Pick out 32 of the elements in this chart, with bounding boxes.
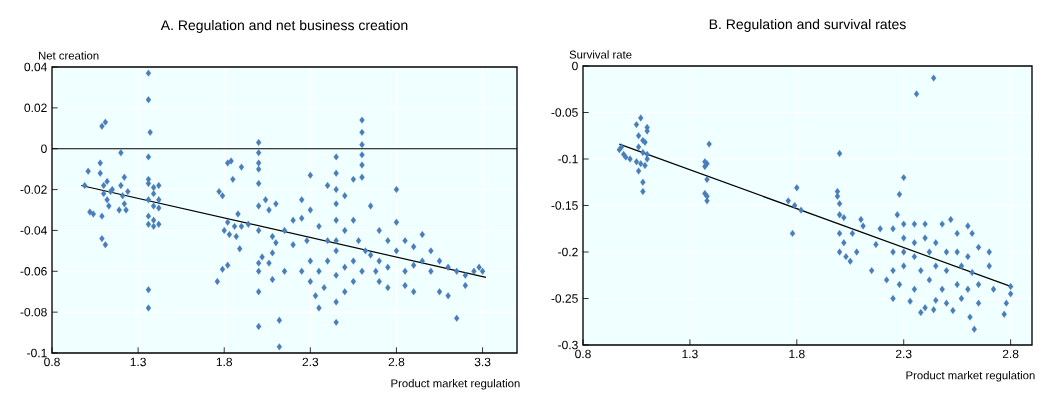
y-tick-label: -0.02 <box>20 185 47 194</box>
y-axis-title: Net creation <box>38 51 99 60</box>
y-tick-label: -0.08 <box>20 307 47 317</box>
x-tick-label: 2.8 <box>388 357 405 367</box>
y-tick-label: -0.3 <box>558 340 578 350</box>
y-tick-label: 0 <box>572 61 578 71</box>
y-axis-title: Survival rate <box>569 50 632 59</box>
x-tick-label: 1.8 <box>789 349 805 359</box>
x-tick-label: 0.8 <box>575 349 591 359</box>
x-tick-label: 2.3 <box>302 357 319 367</box>
x-tick-label: 2.3 <box>895 349 912 359</box>
y-tick-label: 0 <box>41 144 47 153</box>
x-tick-label: 3.3 <box>474 357 491 367</box>
x-tick-label: 2.8 <box>1002 349 1019 359</box>
chart-title: B. Regulation and survival rates <box>709 18 906 32</box>
x-axis-title: Product market regulation <box>906 371 1035 382</box>
y-tick-label: -0.06 <box>20 267 47 276</box>
chart-title: A. Regulation and net business creation <box>160 19 408 33</box>
y-tick-label: -0.25 <box>551 294 578 303</box>
y-tick-label: 0.02 <box>24 103 47 113</box>
y-tick-label: -0.1 <box>558 154 578 164</box>
y-tick-label: -0.1 <box>27 348 47 358</box>
x-tick-label: 1.3 <box>682 349 698 359</box>
x-tick-label: 1.3 <box>130 357 146 367</box>
x-axis-title: Product market regulation <box>391 379 520 390</box>
y-tick-label: -0.2 <box>558 247 578 257</box>
y-tick-label: -0.04 <box>20 226 47 235</box>
y-tick-label: -0.05 <box>551 108 578 117</box>
y-tick-label: 0.04 <box>24 62 47 72</box>
x-tick-label: 0.8 <box>44 357 60 367</box>
x-tick-label: 1.8 <box>216 357 233 367</box>
y-tick-label: -0.15 <box>551 201 578 210</box>
